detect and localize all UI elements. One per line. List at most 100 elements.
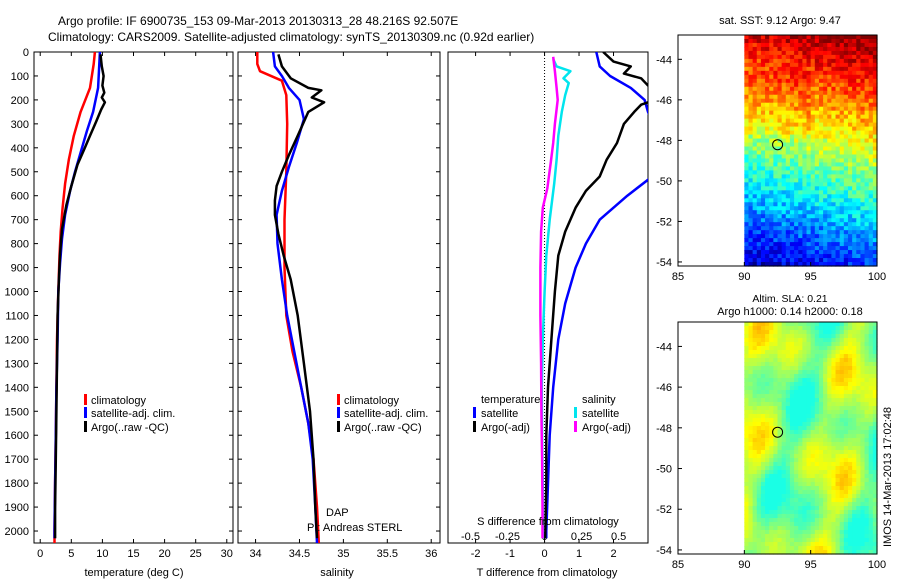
map-cell — [843, 206, 849, 211]
map-cell — [827, 178, 832, 183]
map-cell — [773, 150, 779, 156]
map-cell — [818, 142, 824, 148]
map-cell — [794, 102, 799, 108]
map-cell — [769, 38, 774, 44]
map-cell — [835, 514, 841, 519]
map-cell — [810, 534, 816, 539]
map-cell — [818, 506, 824, 511]
map-cell — [773, 470, 779, 475]
map-cell — [814, 234, 820, 239]
map-cell — [872, 530, 878, 535]
map-cell — [806, 354, 812, 359]
map-cell — [794, 254, 799, 259]
map-cell — [752, 190, 758, 195]
map-cell — [818, 230, 824, 235]
map-cell — [756, 398, 762, 403]
map-cell — [769, 462, 774, 467]
map-cell — [860, 498, 866, 503]
map-cell — [769, 490, 774, 495]
map-cell — [769, 326, 774, 331]
map-cell — [794, 262, 799, 267]
map-cell — [810, 418, 816, 423]
map-cell — [806, 242, 812, 247]
x-tick-label: 35 — [337, 548, 349, 560]
map-cell — [864, 410, 870, 415]
map-cell — [818, 70, 824, 76]
map-cell — [856, 386, 862, 391]
map-cell — [789, 386, 795, 391]
map-cell — [748, 178, 754, 183]
legend-swatch-s-satellite — [574, 407, 577, 418]
map-cell — [781, 242, 787, 247]
map-cell — [860, 70, 866, 76]
map-cell — [769, 258, 774, 263]
map-cell — [810, 166, 816, 172]
map-cell — [802, 406, 808, 411]
map-cell — [769, 254, 774, 259]
map-cell — [847, 50, 853, 56]
map-cell — [827, 382, 832, 387]
map-cell — [765, 262, 770, 267]
map-cell — [843, 186, 849, 191]
map-cell — [760, 402, 766, 407]
map-cell — [781, 238, 787, 243]
map-cell — [814, 366, 820, 371]
map-cell — [868, 374, 874, 379]
map-cell — [814, 118, 820, 124]
map-cell — [860, 374, 866, 379]
map-cell — [794, 42, 799, 48]
map-cell — [789, 390, 795, 395]
map-cell — [831, 522, 837, 527]
map-cell — [744, 194, 750, 199]
map-cell — [806, 146, 812, 152]
map-cell — [806, 262, 812, 267]
map-cell — [831, 434, 837, 439]
map-cell — [794, 98, 799, 104]
map-cell — [781, 438, 787, 443]
map-cell — [752, 194, 758, 199]
map-cell — [748, 66, 754, 72]
map-cell — [794, 54, 799, 60]
map-cell — [852, 454, 857, 459]
map-cell — [756, 522, 762, 527]
map-cell — [823, 358, 828, 363]
map-cell — [847, 502, 853, 507]
map-cell — [785, 35, 791, 40]
map-cell — [744, 382, 750, 387]
map-cell — [794, 138, 799, 144]
map-cell — [806, 526, 812, 531]
map-cell — [831, 346, 837, 351]
map-cell — [814, 546, 820, 551]
map-cell — [860, 234, 866, 239]
map-cell — [827, 254, 832, 259]
map-cell — [752, 250, 758, 255]
map-cell — [798, 90, 803, 96]
map-cell — [827, 334, 832, 339]
map-cell — [802, 358, 808, 363]
map-cell — [752, 542, 758, 547]
map-cell — [868, 454, 874, 459]
map-cell — [802, 382, 808, 387]
map-cell — [827, 430, 832, 435]
map-cell — [872, 358, 878, 363]
map-cell — [744, 82, 750, 88]
map-cell — [765, 374, 770, 379]
map-cell — [852, 534, 857, 539]
sst-heatmap-cells — [744, 35, 878, 267]
map-cell — [785, 510, 791, 515]
map-cell — [847, 174, 853, 179]
map-cell — [872, 62, 878, 68]
map-cell — [785, 38, 791, 44]
map-cell — [769, 130, 774, 136]
map-cell — [765, 58, 770, 64]
map-cell — [872, 330, 878, 335]
map-cell — [806, 542, 812, 547]
map-cell — [760, 110, 766, 116]
map-cell — [752, 386, 758, 391]
x-tick-label: 10 — [96, 548, 108, 560]
map-cell — [781, 522, 787, 527]
figure-title-line2: Climatology: CARS2009. Satellite-adjuste… — [48, 30, 534, 44]
map-cell — [868, 58, 874, 64]
map-cell — [839, 518, 845, 523]
map-cell — [823, 422, 828, 427]
